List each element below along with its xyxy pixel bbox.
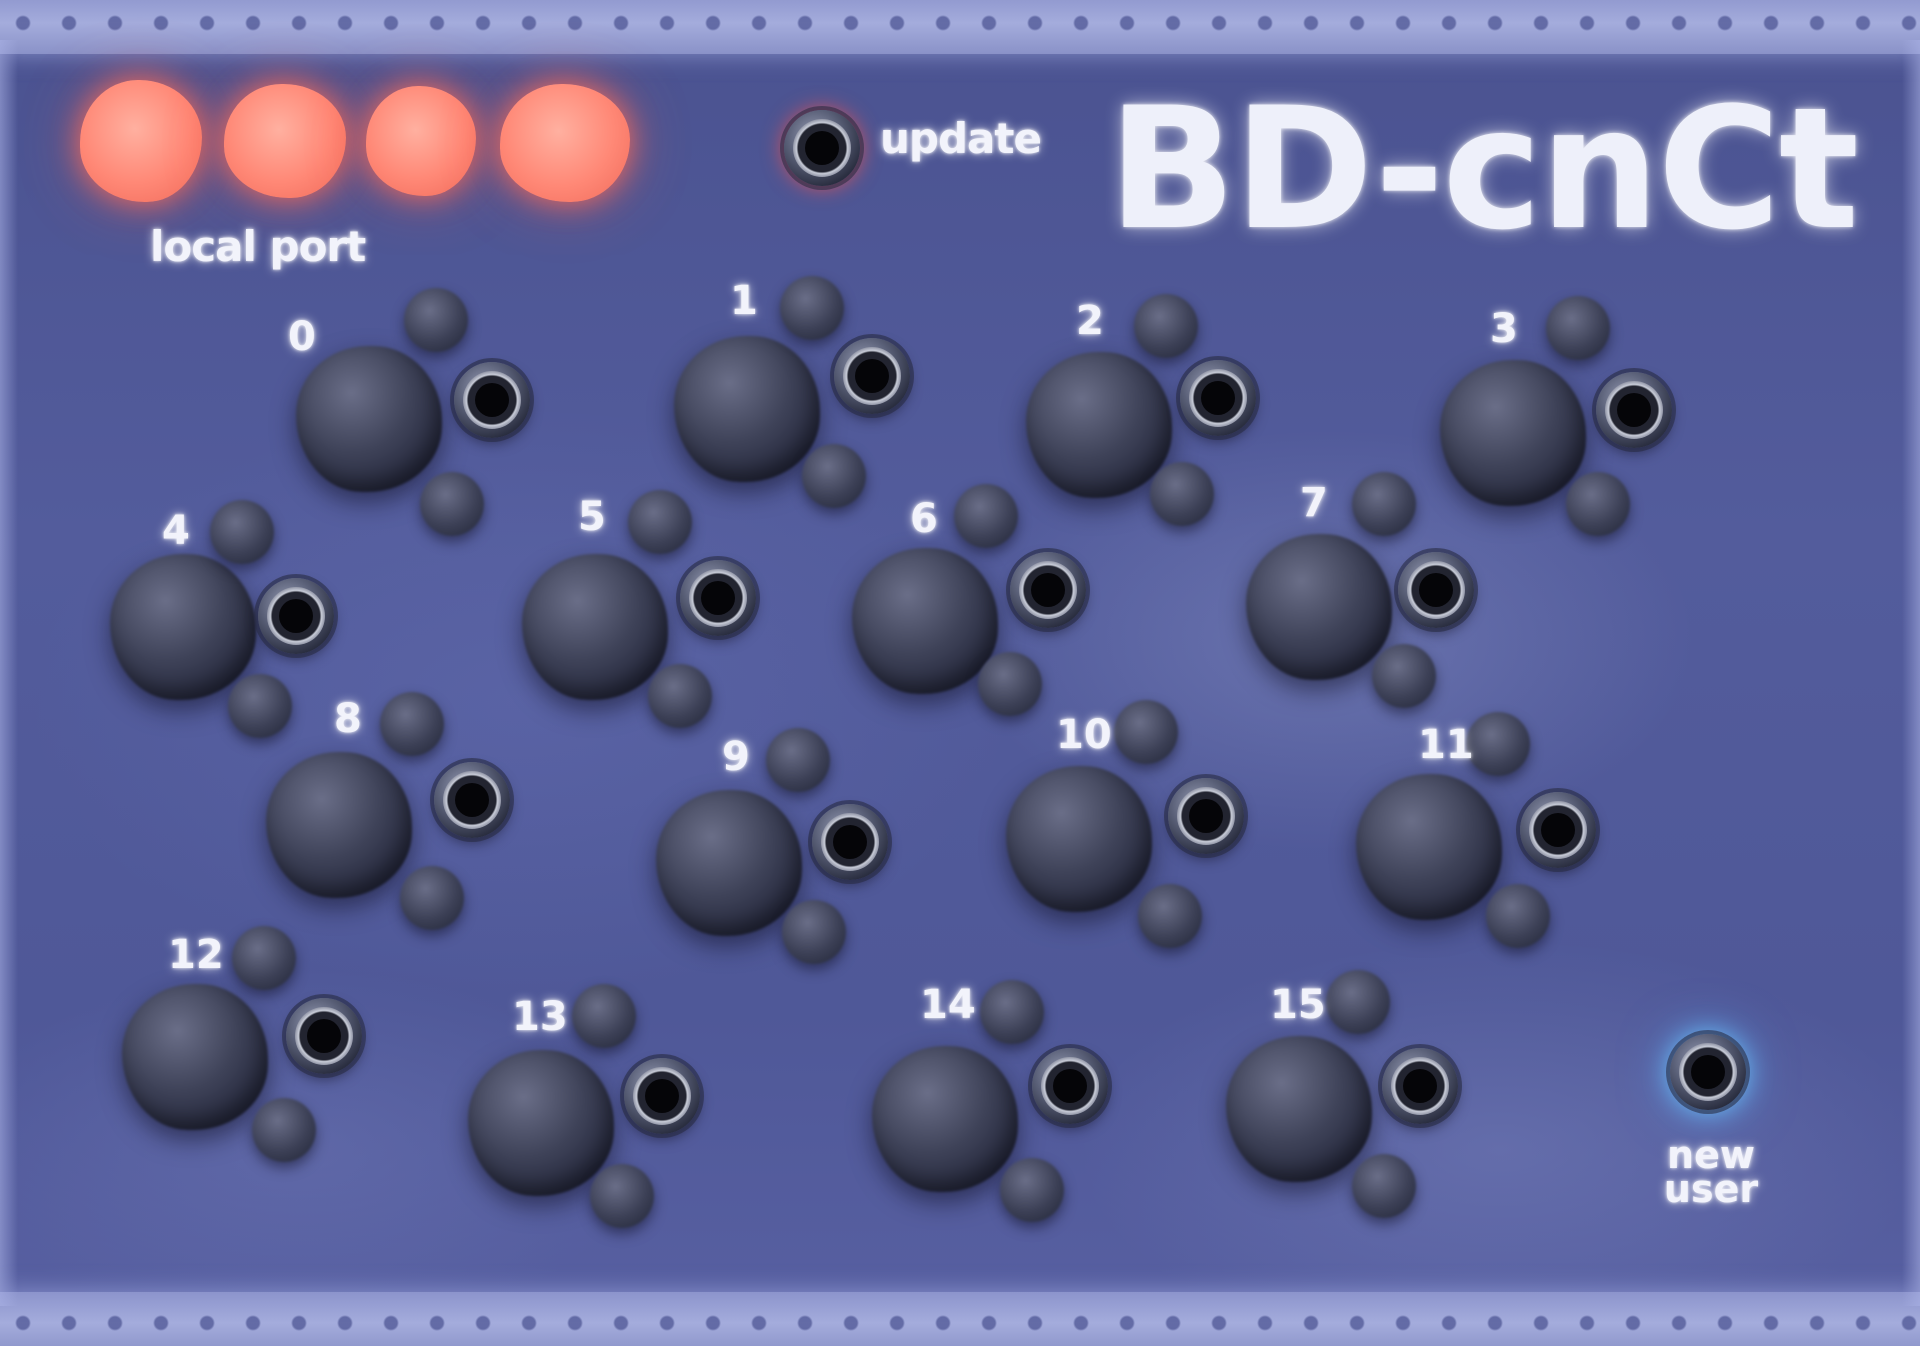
- new-user-jack[interactable]: [1670, 1034, 1746, 1110]
- channel-7-jack[interactable]: [1398, 552, 1474, 628]
- channel-8-bottom-knob[interactable]: [400, 866, 464, 930]
- channel-15-label: 15: [1270, 982, 1326, 1028]
- channel-14-jack[interactable]: [1032, 1048, 1108, 1124]
- channel-8-top-knob[interactable]: [380, 692, 444, 756]
- channel-12-label: 12: [168, 932, 224, 978]
- channel-15-main-knob[interactable]: [1226, 1036, 1372, 1182]
- channel-4-main-knob[interactable]: [110, 554, 256, 700]
- channel-0-bottom-knob[interactable]: [420, 472, 484, 536]
- channel-0-top-knob[interactable]: [404, 288, 468, 352]
- channel-5-label: 5: [578, 494, 606, 540]
- channel-9-top-knob[interactable]: [766, 728, 830, 792]
- channel-10-bottom-knob[interactable]: [1138, 884, 1202, 948]
- channel-13-bottom-knob[interactable]: [590, 1164, 654, 1228]
- channel-3-label: 3: [1490, 306, 1518, 352]
- channel-8-jack[interactable]: [434, 762, 510, 838]
- channel-6-top-knob[interactable]: [954, 484, 1018, 548]
- channel-11-jack[interactable]: [1520, 792, 1596, 868]
- right-edge: [1902, 40, 1920, 1306]
- channel-1-top-knob[interactable]: [780, 276, 844, 340]
- channel-14-main-knob[interactable]: [872, 1046, 1018, 1192]
- channel-12-top-knob[interactable]: [232, 926, 296, 990]
- local-port-led-1: [80, 80, 202, 202]
- channel-3-main-knob[interactable]: [1440, 360, 1586, 506]
- channel-2-top-knob[interactable]: [1134, 294, 1198, 358]
- channel-4-jack[interactable]: [258, 578, 334, 654]
- channel-1-bottom-knob[interactable]: [802, 444, 866, 508]
- channel-2-label: 2: [1076, 298, 1104, 344]
- local-port-led-4: [500, 84, 630, 202]
- channel-5-main-knob[interactable]: [522, 554, 668, 700]
- channel-6-bottom-knob[interactable]: [978, 652, 1042, 716]
- channel-2-main-knob[interactable]: [1026, 352, 1172, 498]
- channel-9-bottom-knob[interactable]: [782, 900, 846, 964]
- channel-9-main-knob[interactable]: [656, 790, 802, 936]
- channel-11-top-knob[interactable]: [1466, 712, 1530, 776]
- left-edge: [0, 40, 18, 1306]
- channel-11-label: 11: [1418, 722, 1474, 768]
- channel-9-label: 9: [722, 734, 750, 780]
- channel-5-jack[interactable]: [680, 560, 756, 636]
- local-port-led-2: [224, 84, 346, 198]
- channel-12-main-knob[interactable]: [122, 984, 268, 1130]
- local-port-label: local port: [150, 222, 366, 271]
- channel-1-main-knob[interactable]: [674, 336, 820, 482]
- channel-10-top-knob[interactable]: [1114, 700, 1178, 764]
- channel-1-jack[interactable]: [834, 338, 910, 414]
- channel-13-main-knob[interactable]: [468, 1050, 614, 1196]
- channel-7-bottom-knob[interactable]: [1372, 644, 1436, 708]
- channel-3-jack[interactable]: [1596, 372, 1672, 448]
- channel-3-top-knob[interactable]: [1546, 296, 1610, 360]
- channel-0-label: 0: [288, 314, 316, 360]
- channel-4-top-knob[interactable]: [210, 500, 274, 564]
- channel-14-bottom-knob[interactable]: [1000, 1158, 1064, 1222]
- channel-13-label: 13: [512, 994, 568, 1040]
- channel-13-top-knob[interactable]: [572, 984, 636, 1048]
- new-user-label: new user: [1663, 1133, 1759, 1211]
- update-label: update: [880, 114, 1042, 163]
- channel-6-main-knob[interactable]: [852, 548, 998, 694]
- channel-14-label: 14: [920, 982, 976, 1028]
- channel-5-bottom-knob[interactable]: [648, 664, 712, 728]
- channel-8-main-knob[interactable]: [266, 752, 412, 898]
- channel-11-bottom-knob[interactable]: [1486, 884, 1550, 948]
- channel-3-bottom-knob[interactable]: [1566, 472, 1630, 536]
- channel-13-jack[interactable]: [624, 1058, 700, 1134]
- channel-12-bottom-knob[interactable]: [252, 1098, 316, 1162]
- channel-7-top-knob[interactable]: [1352, 472, 1416, 536]
- channel-10-label: 10: [1056, 712, 1112, 758]
- channel-0-main-knob[interactable]: [296, 346, 442, 492]
- channel-15-jack[interactable]: [1382, 1048, 1458, 1124]
- local-port-led-3: [366, 86, 476, 196]
- channel-10-main-knob[interactable]: [1006, 766, 1152, 912]
- channel-9-jack[interactable]: [812, 804, 888, 880]
- channel-0-jack[interactable]: [454, 362, 530, 438]
- channel-1-label: 1: [730, 278, 758, 324]
- channel-4-bottom-knob[interactable]: [228, 674, 292, 738]
- channel-6-label: 6: [910, 496, 938, 542]
- channel-12-jack[interactable]: [286, 998, 362, 1074]
- module-title: BD-cnCt: [1108, 71, 1859, 267]
- channel-4-label: 4: [162, 508, 190, 554]
- update-jack[interactable]: [784, 110, 860, 186]
- channel-15-bottom-knob[interactable]: [1352, 1154, 1416, 1218]
- channel-2-jack[interactable]: [1180, 360, 1256, 436]
- channel-10-jack[interactable]: [1168, 778, 1244, 854]
- channel-15-top-knob[interactable]: [1326, 970, 1390, 1034]
- channel-7-main-knob[interactable]: [1246, 534, 1392, 680]
- top-mounting-rail: [0, 0, 1920, 54]
- channel-14-top-knob[interactable]: [980, 980, 1044, 1044]
- channel-7-label: 7: [1300, 480, 1328, 526]
- channel-6-jack[interactable]: [1010, 552, 1086, 628]
- channel-8-label: 8: [334, 696, 362, 742]
- channel-2-bottom-knob[interactable]: [1150, 462, 1214, 526]
- bottom-mounting-rail: [0, 1292, 1920, 1346]
- channel-5-top-knob[interactable]: [628, 490, 692, 554]
- channel-11-main-knob[interactable]: [1356, 774, 1502, 920]
